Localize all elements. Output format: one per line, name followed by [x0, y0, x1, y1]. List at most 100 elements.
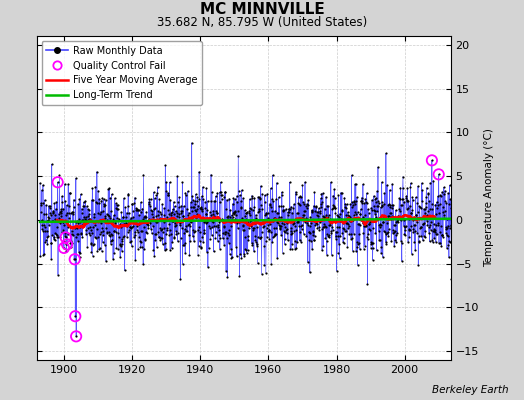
Point [307, 217, 315, 224]
Point [441, 198, 449, 204]
Point [123, 234, 131, 240]
Point [378, 203, 386, 210]
Point [422, 184, 431, 191]
Point [366, 219, 374, 225]
Point [429, 221, 438, 228]
Point [214, 238, 222, 244]
Point [122, 220, 130, 226]
Point [377, 244, 386, 250]
Point [409, 229, 418, 236]
Point [337, 217, 345, 223]
Point [354, 209, 362, 215]
Point [403, 198, 411, 204]
Point [137, 199, 145, 206]
Point [94, 187, 103, 194]
Point [152, 192, 161, 198]
Point [411, 215, 420, 222]
Point [111, 195, 119, 201]
Point [390, 215, 398, 221]
Point [259, 220, 267, 226]
Point [233, 198, 242, 205]
Point [118, 214, 127, 220]
Point [296, 229, 304, 235]
Point [63, 230, 72, 237]
Point [269, 198, 277, 205]
Point [292, 227, 300, 233]
Point [378, 202, 387, 209]
Point [334, 213, 342, 220]
Point [223, 274, 232, 280]
Point [191, 228, 199, 234]
Point [43, 218, 51, 224]
Point [335, 214, 344, 220]
Point [401, 227, 409, 234]
Point [84, 212, 92, 219]
Point [216, 235, 224, 242]
Point [353, 244, 362, 250]
Point [61, 234, 70, 241]
Point [297, 194, 305, 200]
Point [136, 239, 145, 245]
Point [172, 230, 181, 237]
Point [300, 219, 309, 225]
Point [57, 206, 66, 212]
Point [403, 204, 412, 211]
Point [122, 221, 130, 228]
Point [47, 255, 56, 262]
Point [312, 219, 320, 226]
Point [81, 217, 90, 223]
Point [356, 210, 365, 217]
Point [276, 225, 284, 232]
Point [137, 209, 146, 215]
Point [61, 232, 69, 239]
Point [331, 205, 339, 211]
Point [141, 214, 150, 220]
Point [310, 237, 318, 244]
Point [173, 173, 181, 180]
Point [367, 244, 375, 251]
Point [249, 225, 258, 231]
Point [380, 200, 388, 207]
Point [295, 201, 303, 207]
Point [93, 168, 101, 175]
Point [223, 214, 232, 220]
Point [213, 210, 221, 216]
Point [296, 237, 304, 244]
Point [73, 230, 82, 237]
Point [156, 225, 165, 231]
Point [189, 204, 197, 210]
Point [394, 212, 402, 219]
Point [61, 230, 70, 236]
Point [50, 237, 59, 243]
Point [268, 172, 277, 178]
Point [160, 205, 168, 211]
Y-axis label: Temperature Anomaly (°C): Temperature Anomaly (°C) [484, 128, 495, 268]
Point [292, 245, 301, 252]
Point [156, 237, 165, 244]
Point [369, 244, 377, 251]
Point [152, 231, 160, 238]
Point [274, 220, 282, 226]
Point [194, 252, 202, 258]
Point [351, 181, 359, 188]
Point [195, 238, 204, 244]
Point [134, 206, 142, 213]
Point [352, 181, 360, 187]
Point [427, 206, 435, 213]
Point [430, 235, 439, 242]
Point [388, 230, 397, 236]
Point [376, 204, 385, 210]
Point [392, 218, 401, 224]
Point [299, 230, 308, 237]
Point [90, 210, 99, 217]
Point [47, 240, 56, 246]
Point [418, 180, 426, 186]
Point [367, 240, 376, 246]
Point [257, 234, 266, 240]
Point [214, 232, 223, 238]
Point [185, 252, 194, 258]
Point [373, 202, 381, 209]
Point [99, 232, 107, 238]
Point [398, 258, 406, 264]
Point [184, 222, 192, 228]
